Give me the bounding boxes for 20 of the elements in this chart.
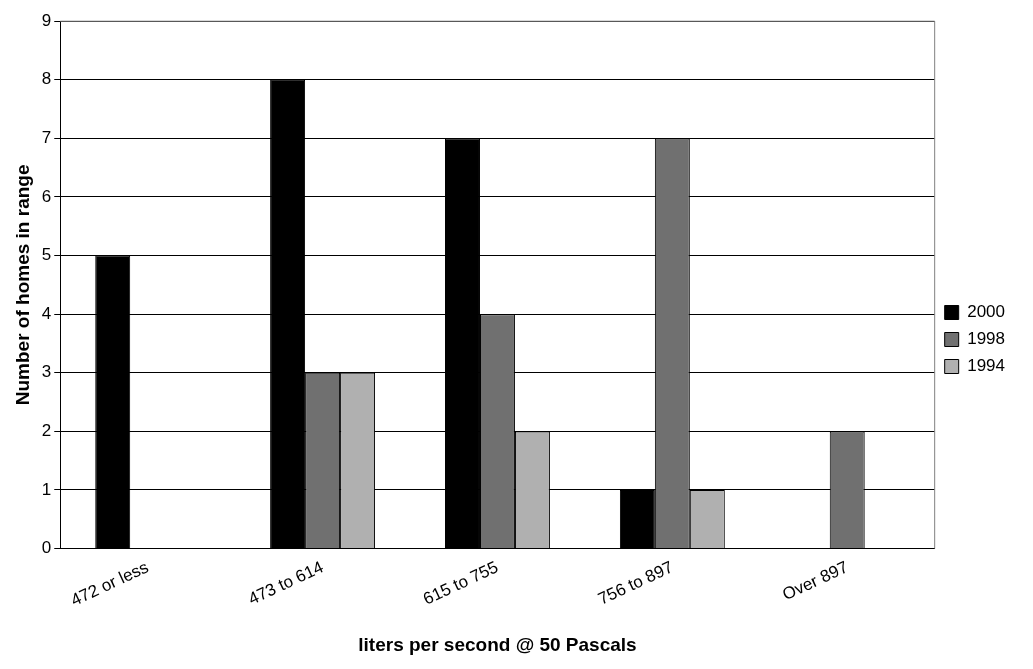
- legend-label: 1998: [967, 329, 1006, 349]
- y-tick-label: 0: [41, 538, 52, 558]
- x-tick-label: 472 or less: [67, 557, 152, 610]
- y-tick-label: 3: [41, 362, 52, 382]
- y-tick-label: 5: [41, 245, 52, 265]
- x-tick-label: 473 to 614: [245, 557, 327, 609]
- y-tick-label: 2: [41, 421, 52, 441]
- y-tick-label: 9: [41, 10, 52, 30]
- y-tick-label: 4: [41, 303, 52, 323]
- y-tick-label: 1: [41, 479, 52, 499]
- x-tick-label: 615 to 755: [420, 557, 502, 609]
- x-tick-label: 756 to 897: [595, 557, 677, 609]
- y-axis-title: Number of homes in range: [11, 164, 33, 406]
- y-tick-label: 6: [41, 186, 52, 206]
- y-tick-label: 8: [41, 69, 52, 89]
- x-tick-label: Over 897: [779, 557, 851, 605]
- y-tick-label: 7: [41, 128, 52, 148]
- legend-label: 1994: [967, 356, 1006, 376]
- x-axis-title: liters per second @ 50 Pascals: [358, 633, 637, 655]
- legend-label: 2000: [967, 302, 1006, 322]
